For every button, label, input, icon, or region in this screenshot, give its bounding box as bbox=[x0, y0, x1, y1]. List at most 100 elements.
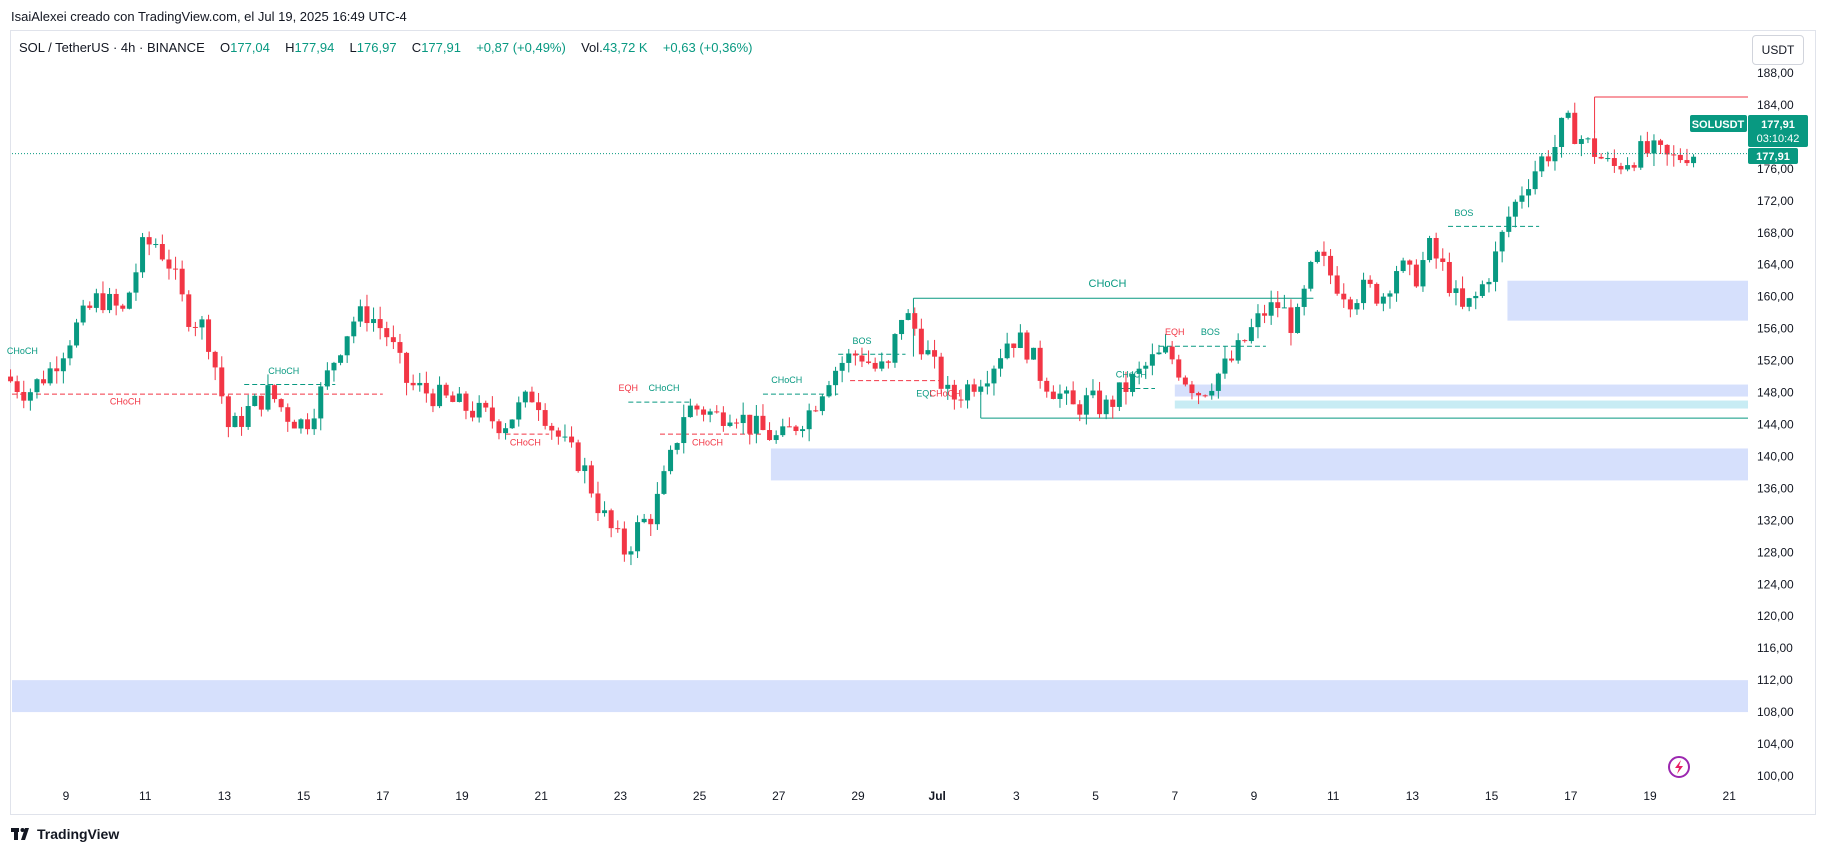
candle-body bbox=[1110, 399, 1116, 407]
candle bbox=[899, 319, 905, 340]
candle bbox=[1565, 110, 1571, 120]
candle-body bbox=[113, 293, 119, 306]
candle bbox=[1215, 372, 1221, 399]
candle bbox=[1130, 371, 1136, 397]
candle bbox=[1605, 151, 1611, 162]
candle-body bbox=[331, 362, 337, 371]
candle-body bbox=[272, 385, 278, 400]
candle bbox=[819, 394, 825, 416]
candle bbox=[681, 404, 687, 454]
candle-body bbox=[1077, 404, 1083, 415]
candle bbox=[529, 386, 535, 403]
candle bbox=[1466, 297, 1472, 312]
time-tick-label: 29 bbox=[851, 789, 865, 803]
candle-body bbox=[668, 449, 674, 472]
candle-body bbox=[635, 522, 641, 552]
currency-button[interactable]: USDT bbox=[1752, 35, 1804, 65]
time-tick-label: 15 bbox=[1485, 789, 1499, 803]
candles-layer bbox=[8, 102, 1697, 566]
candle bbox=[1446, 252, 1452, 297]
candle-body bbox=[285, 407, 291, 422]
price-tick-label: 164,00 bbox=[1757, 258, 1794, 272]
candle bbox=[331, 361, 337, 382]
candle bbox=[760, 404, 766, 431]
candle-body bbox=[179, 268, 185, 295]
candle bbox=[311, 408, 317, 435]
candle-body bbox=[153, 244, 159, 246]
time-tick-label: 23 bbox=[614, 789, 628, 803]
candle bbox=[140, 232, 146, 278]
candle bbox=[1248, 318, 1254, 344]
candle bbox=[687, 398, 693, 418]
candle-body bbox=[67, 345, 73, 359]
candle bbox=[1539, 153, 1545, 178]
candle bbox=[285, 403, 291, 432]
candle bbox=[1328, 249, 1334, 285]
candle bbox=[872, 357, 878, 372]
candle-body bbox=[1288, 307, 1294, 333]
candle-body bbox=[1400, 260, 1406, 272]
candle-body bbox=[443, 384, 449, 396]
candle-body bbox=[225, 396, 231, 428]
candle bbox=[133, 263, 139, 301]
candle-body bbox=[1565, 112, 1571, 118]
candle bbox=[1677, 148, 1683, 163]
time-tick-label: 9 bbox=[1251, 789, 1258, 803]
candle-body bbox=[1176, 359, 1182, 378]
time-tick-label: 3 bbox=[1013, 789, 1020, 803]
lightning-icon[interactable] bbox=[1668, 756, 1690, 778]
candle bbox=[1295, 303, 1301, 334]
candle bbox=[674, 442, 680, 455]
price-tick-label: 100,00 bbox=[1757, 769, 1794, 783]
candle bbox=[1235, 333, 1241, 364]
price-tick-label: 172,00 bbox=[1757, 194, 1794, 208]
candle bbox=[740, 402, 746, 435]
zones-layer bbox=[12, 280, 1748, 713]
candle-body bbox=[27, 392, 33, 401]
candle bbox=[773, 430, 779, 444]
candle-body bbox=[819, 396, 825, 412]
candle-body bbox=[892, 334, 898, 363]
candle bbox=[1433, 232, 1439, 269]
candle bbox=[1156, 344, 1162, 355]
candle bbox=[470, 401, 476, 422]
candle-body bbox=[1215, 373, 1221, 391]
candle-body bbox=[318, 386, 324, 419]
candle bbox=[1037, 340, 1043, 389]
candle bbox=[120, 303, 126, 312]
candle bbox=[800, 425, 806, 438]
legend-vol-change: +0,63 (+0,36%) bbox=[662, 40, 753, 55]
candle bbox=[852, 350, 858, 366]
legend-symbol[interactable]: SOL / TetherUS bbox=[19, 40, 110, 55]
candle-body bbox=[839, 362, 845, 371]
candle bbox=[1123, 371, 1129, 405]
time-tick-label: 15 bbox=[297, 789, 311, 803]
candle-body bbox=[1116, 382, 1122, 407]
candle bbox=[694, 403, 700, 416]
candle-body bbox=[1592, 138, 1598, 157]
time-axis[interactable]: 9 11 13 15 17 19 21 23 25 27 29 Jul 3 5 7 9 11 13 15 17 19 21 bbox=[63, 789, 1737, 803]
candle-body bbox=[674, 443, 680, 450]
time-tick-label: 9 bbox=[63, 789, 70, 803]
candle-body bbox=[1123, 382, 1129, 392]
candle-body bbox=[245, 406, 251, 427]
candle-body bbox=[1050, 391, 1056, 399]
candle-body bbox=[509, 419, 515, 429]
tradingview-logo[interactable]: TradingView bbox=[11, 826, 119, 842]
candle bbox=[978, 379, 984, 395]
candle bbox=[1380, 293, 1386, 312]
candle bbox=[859, 347, 865, 368]
candle-body bbox=[1361, 279, 1367, 304]
candle bbox=[1090, 379, 1096, 399]
candle-body bbox=[1367, 279, 1373, 284]
candle bbox=[8, 369, 14, 383]
time-tick-label: 7 bbox=[1171, 789, 1178, 803]
candle-body bbox=[1163, 346, 1169, 353]
candle bbox=[199, 315, 205, 340]
candle-body bbox=[1374, 283, 1380, 304]
candle bbox=[126, 291, 132, 310]
candle bbox=[80, 299, 86, 326]
candle bbox=[1202, 394, 1208, 398]
price-axis[interactable]: 188,00184,00180,00176,00172,00168,00164,… bbox=[1757, 66, 1794, 783]
